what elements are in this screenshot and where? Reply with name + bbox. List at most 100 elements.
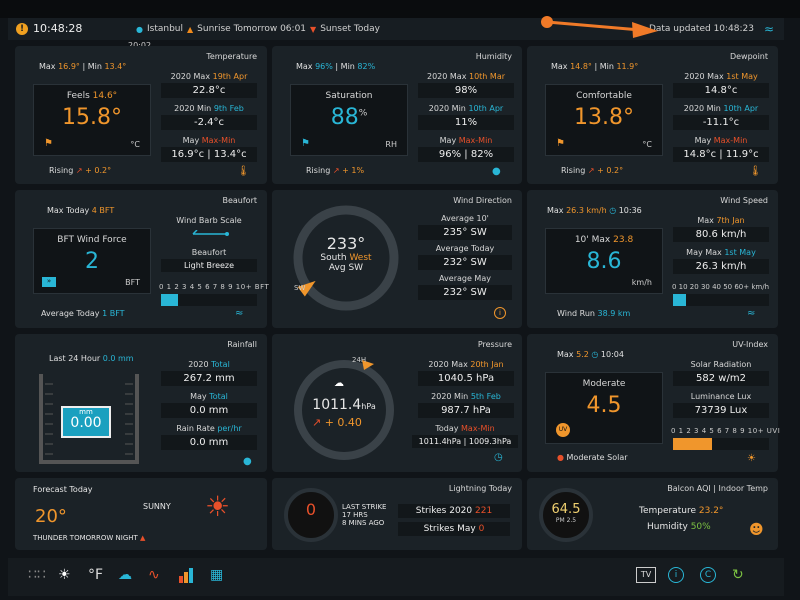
max-value: 16.9° <box>58 62 80 71</box>
forecast-panel[interactable]: Forecast Today SUNNY 20° ☀ THUNDER TOMOR… <box>15 478 267 550</box>
person-icon: ⚑ <box>556 138 565 149</box>
tv-button[interactable]: TV <box>636 567 656 583</box>
pressure-panel[interactable]: Pressure 24H ☁ 1011.4hPa ↗ + 0.40 2020 M… <box>272 334 522 472</box>
temp-month-maxmin: May Max-Min 16.9°c | 13.4°c <box>161 136 257 162</box>
panel-title: Pressure <box>477 340 512 349</box>
ws-main-box: 10' Max 23.8 8.6 km/h <box>545 228 663 294</box>
panel-title: Temperature <box>206 52 257 61</box>
face-icon: ☻ <box>749 522 764 538</box>
rain-rate: Rain Rate per/hr 0.0 mm <box>161 424 257 450</box>
uv-index-panel[interactable]: UV-Index Max 5.2 ◷ 10:04 Moderate 4.5 UV… <box>527 334 780 472</box>
compass-readout: 233° South West Avg SW <box>290 234 402 273</box>
rainfall-panel[interactable]: Rainfall Last 24 Hour 0.0 mm mm 0.00 202… <box>15 334 267 472</box>
luminance: Luminance Lux 73739 Lux <box>673 392 769 418</box>
cloud-icon: ☁ <box>334 378 344 389</box>
dew-main-box: Comfortable 13.8° °C ⚑ <box>545 84 663 156</box>
wind-barb-scale: Wind Barb Scale <box>176 216 242 225</box>
uv-max: Max 5.2 ◷ 10:04 <box>557 350 624 359</box>
gauge-icon: ◷ <box>494 452 503 463</box>
dew-year-max: 2020 Max 1st May 14.8°c <box>673 72 769 98</box>
forecast-condition: SUNNY <box>143 502 171 511</box>
thermometer-icon: 🌡 <box>749 166 762 177</box>
bft-average: Average Today 1 BFT <box>41 309 125 318</box>
dew-year-min: 2020 Min 10th Apr -11.1°c <box>673 104 769 130</box>
temperature-panel[interactable]: Temperature Max 16.9° | Min 13.4° Feels … <box>15 46 267 184</box>
hum-unit: RH <box>385 140 397 149</box>
wind-direction-panel[interactable]: Wind Direction 233° South West Avg SW SW… <box>272 190 522 328</box>
strikes-month: Strikes May 0 <box>398 520 510 536</box>
temp-year-min: 2020 Min 9th Feb -2.4°c <box>161 104 257 130</box>
activity-icon[interactable]: ∿ <box>148 567 160 583</box>
lightning-panel[interactable]: Lightning Today 0 LAST STRIKE 17 HRS 8 M… <box>272 478 522 550</box>
person-icon: ⚑ <box>44 138 53 149</box>
wind-degrees: 233° <box>326 234 366 253</box>
forecast-title: Forecast Today <box>33 485 93 494</box>
location-pin-icon: ● <box>136 24 143 34</box>
uv-label: Moderate <box>582 379 626 389</box>
dew-value: 13.8° <box>574 105 634 130</box>
solar-status: ● Moderate Solar <box>557 453 628 462</box>
waves-icon: ≈ <box>235 308 244 319</box>
pressure-unit: hPa <box>361 402 376 411</box>
panel-title: Wind Direction <box>453 196 512 205</box>
hum-trend: Rising ↗ + 1% <box>306 166 365 175</box>
aqi-value: 64.5 <box>551 502 581 517</box>
dew-trend: Rising ↗ + 0.2° <box>561 166 624 175</box>
hum-year-min: 2020 Min 10th Apr 11% <box>418 104 514 130</box>
wind-avg-10: Average 10' 235° SW <box>418 214 512 240</box>
cloud-icon[interactable]: ☁ <box>118 567 132 583</box>
fahrenheit-button[interactable]: °F <box>88 567 104 583</box>
sun-icon[interactable]: ☀ <box>58 567 71 583</box>
annotation-arrow-icon <box>541 16 658 38</box>
pressure-value: 1011.4 <box>312 397 362 413</box>
person-icon: ⚑ <box>301 138 310 149</box>
info-button[interactable]: i <box>668 567 684 583</box>
panel-title: UV-Index <box>732 340 768 349</box>
aqi-ring: 64.5 PM 2.5 <box>539 488 593 542</box>
status-bar: ! 10:48:28 ● Istanbul ▲ Sunrise Tomorrow… <box>8 18 784 40</box>
panel-title: Humidity <box>475 52 512 61</box>
wind-speed-panel[interactable]: Wind Speed Max 26.3 km/h ◷ 10:36 10' Max… <box>527 190 778 328</box>
ws-max: Max 26.3 km/h ◷ 10:36 <box>547 206 642 215</box>
copyright-button[interactable]: C <box>700 567 716 583</box>
sunset-text: Sunset Today <box>320 24 380 34</box>
bar-chart-icon[interactable] <box>178 567 194 583</box>
ws-unit: km/h <box>631 278 652 287</box>
ws-label: 10' Max 23.8 <box>574 235 634 245</box>
beaufort-panel[interactable]: Beaufort Max Today 4 BFT BFT Wind Force … <box>15 190 269 328</box>
hum-month-maxmin: May Max-Min 96% | 82% <box>418 136 514 162</box>
temp-year-max: 2020 Max 19th Apr 22.8°c <box>161 72 257 98</box>
pressure-tag: 24H <box>352 356 367 364</box>
indoor-humidity: Humidity 50% <box>647 522 711 532</box>
temp-main-box: Feels 14.6° 15.8° °C ⚑ <box>33 84 151 156</box>
ws-value: 8.6 <box>586 249 622 274</box>
aqi-panel[interactable]: Balcon AQI | Indoor Temp 64.5 PM 2.5 Tem… <box>527 478 778 550</box>
refresh-icon[interactable]: ↻ <box>732 567 744 583</box>
thermometer-icon: 🌡 <box>237 166 250 177</box>
press-today-maxmin: Today Max-Min 1011.4hPa | 1009.3hPa <box>412 424 518 448</box>
uv-bar-track <box>673 438 769 450</box>
min-label: | Min <box>82 62 102 71</box>
rain-year-total: 2020 Total 267.2 mm <box>161 360 257 386</box>
humidity-panel[interactable]: Humidity Max 96% | Min 82% Saturation 88… <box>272 46 522 184</box>
uv-main-box: Moderate 4.5 UV <box>545 372 663 444</box>
info-icon[interactable]: i <box>494 307 506 319</box>
sun-icon: ☀ <box>747 453 756 464</box>
grid-icon[interactable]: ∷∷ <box>28 567 46 583</box>
ws-bar-track <box>673 294 769 306</box>
dew-minmax: Max 14.8° | Min 11.9° <box>551 62 639 71</box>
bottom-nav: ∷∷ ☀ °F ☁ ∿ ▦ TV i C ↻ <box>8 558 784 596</box>
sun-icon: ☀ <box>205 490 231 523</box>
warning-icon[interactable]: ! <box>16 22 28 35</box>
lightning-count: 0 <box>305 500 317 519</box>
min-value: 13.4° <box>104 62 127 71</box>
pressure-readout: 1011.4hPa <box>290 394 398 413</box>
ws-year-max: Max 7th Jan 80.6 km/h <box>673 216 769 242</box>
rain-month-total: May Total 0.0 mm <box>161 392 257 418</box>
uv-bar-fill <box>673 438 713 450</box>
droplet-icon: ● <box>492 166 501 177</box>
dew-label: Comfortable <box>576 91 632 101</box>
temp-unit: °C <box>130 140 140 149</box>
dewpoint-panel[interactable]: Dewpoint Max 14.8° | Min 11.9° Comfortab… <box>527 46 778 184</box>
calendar-icon[interactable]: ▦ <box>210 567 224 583</box>
